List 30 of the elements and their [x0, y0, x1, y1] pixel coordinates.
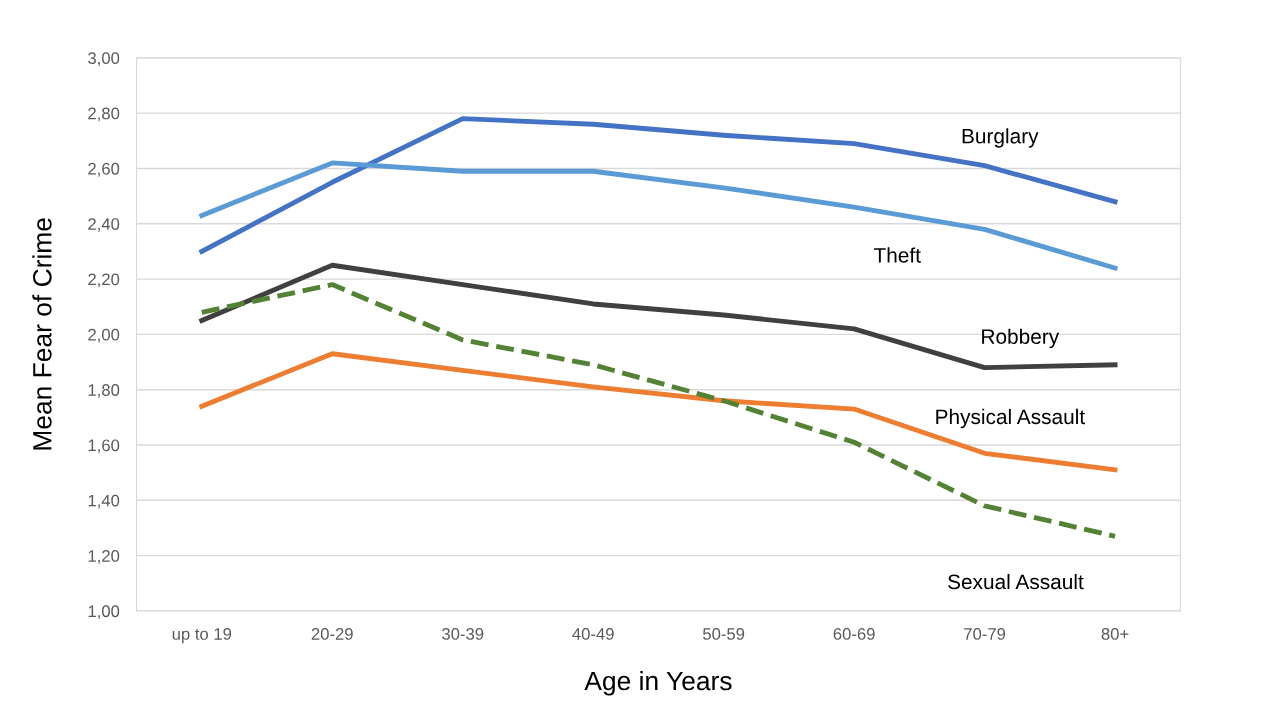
y-tick-label: 1,60 [88, 439, 120, 454]
x-tick-label: 20-29 [311, 628, 353, 640]
y-tick-label: 1,40 [88, 494, 120, 509]
series-label: Robbery [982, 328, 1060, 349]
line-series [199, 160, 1118, 271]
line-series [199, 351, 1118, 473]
x-tick-label: 80+ [1101, 628, 1129, 640]
y-axis-title: Mean Fear of Crime [32, 218, 52, 450]
y-tick-label: 2,80 [88, 107, 120, 122]
x-tick-label: up to 19 [172, 628, 232, 644]
series-label: Burglary [962, 128, 1039, 148]
y-tick-label: 2,40 [88, 218, 120, 232]
line-series [199, 282, 1118, 539]
x-tick-label: 30-39 [442, 628, 484, 640]
line-series [199, 262, 1118, 370]
text: Sexual Assault [948, 573, 1084, 590]
x-tick-label: 40-49 [572, 628, 614, 640]
series-label: Theft [873, 247, 921, 263]
y-tick-label: 3,00 [88, 52, 120, 67]
y-tick-label: 1,80 [88, 384, 120, 398]
y-tick-label: 2,60 [88, 162, 120, 177]
y-tick-label: 2,00 [88, 328, 120, 343]
series-label: Physical Assault [936, 408, 1085, 429]
x-tick-label: 70-79 [964, 628, 1006, 640]
y-tick-label: 2,20 [88, 273, 120, 288]
y-tick-label: 1,00 [88, 605, 120, 620]
y-tick-label: 1,20 [88, 550, 120, 564]
x-axis-title: Age in Years [584, 670, 732, 696]
x-tick-label: 60-69 [833, 628, 875, 640]
x-tick-label: 50-59 [703, 628, 745, 640]
